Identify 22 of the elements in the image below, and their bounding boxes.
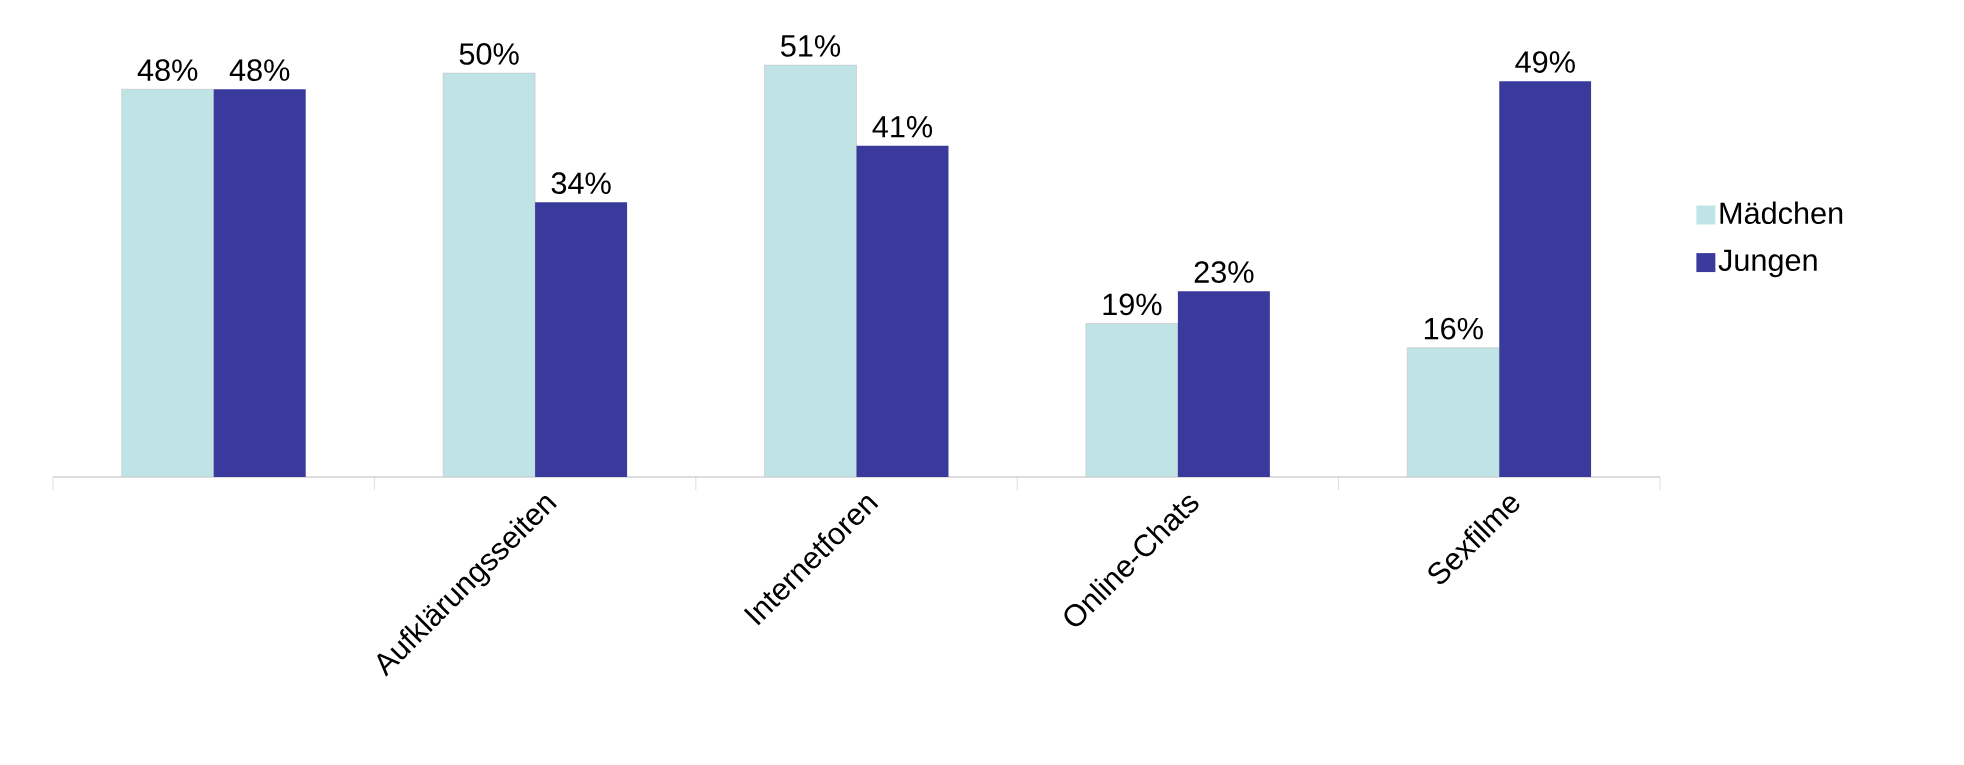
bar	[442, 72, 536, 477]
data-label: 51%	[781, 35, 841, 57]
data-label: 41%	[872, 116, 933, 138]
legend-label: Mädchen	[1720, 201, 1843, 225]
bar	[213, 89, 306, 477]
data-label: 19%	[1103, 293, 1162, 316]
bar	[1085, 323, 1179, 477]
bar	[535, 202, 628, 477]
data-label: 49%	[1515, 51, 1575, 73]
data-label: 50%	[459, 43, 519, 65]
bar	[1407, 347, 1500, 477]
data-label: 34%	[551, 172, 611, 195]
bar	[1177, 291, 1270, 477]
bar	[856, 145, 949, 477]
legend-label: Jungen	[1718, 249, 1817, 278]
bar	[1499, 81, 1592, 477]
bar	[121, 88, 214, 477]
bar	[764, 64, 857, 477]
data-label: 48%	[229, 59, 290, 81]
data-label: 48%	[137, 59, 198, 81]
data-label: 23%	[1194, 261, 1254, 283]
data-label: 16%	[1424, 317, 1483, 340]
